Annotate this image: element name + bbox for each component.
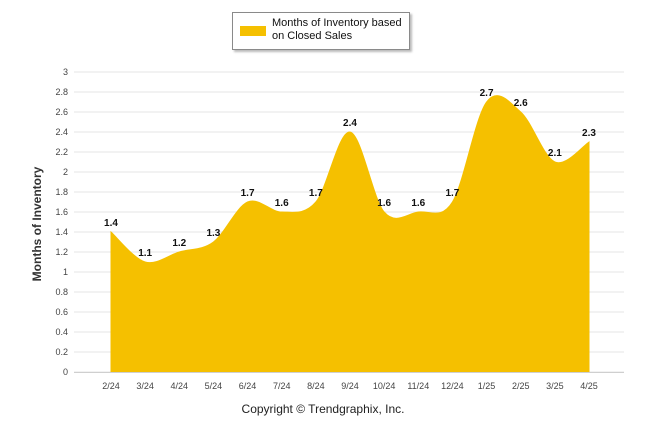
x-tick-label: 5/24: [205, 381, 223, 391]
data-label: 2.6: [514, 98, 528, 109]
y-tick-label: 0.4: [55, 327, 68, 337]
y-tick-label: 0.6: [55, 307, 68, 317]
y-tick-label: 1.8: [55, 187, 68, 197]
y-tick-label: 0: [63, 367, 68, 377]
data-label: 2.3: [582, 128, 596, 139]
x-tick-label: 2/24: [102, 381, 120, 391]
y-tick-label: 1: [63, 267, 68, 277]
data-labels: 1.4 1.1 1.2 1.3 1.7 1.6 1.7 2.4 1.6 1.6 1.7 2.7 2.6 2…: [104, 88, 596, 259]
y-tick-label: 0.8: [55, 287, 68, 297]
x-tick-label: 6/24: [239, 381, 257, 391]
data-label: 2.4: [343, 118, 357, 129]
data-label: 1.3: [206, 228, 220, 239]
legend-label: Months of Inventory based on Closed Sale…: [272, 17, 402, 42]
data-label: 1.6: [411, 198, 425, 209]
x-tick-label: 10/24: [373, 381, 396, 391]
data-label: 1.7: [309, 188, 323, 199]
chart-legend: Months of Inventory based on Closed Sale…: [232, 12, 410, 50]
y-tick-label: 2.4: [55, 127, 68, 137]
y-tick-label: 1.2: [55, 247, 68, 257]
data-label: 2.7: [480, 88, 494, 99]
x-tick-label: 8/24: [307, 381, 325, 391]
x-tick-label: 11/24: [407, 381, 429, 391]
y-tick-label: 2.2: [55, 147, 68, 157]
copyright-text: Copyright © Trendgraphix, Inc.: [241, 402, 405, 416]
data-label: 1.7: [241, 188, 255, 199]
x-tick-label: 3/24: [136, 381, 154, 391]
x-tick-label: 3/25: [546, 381, 564, 391]
y-tick-label: 2.6: [55, 107, 68, 117]
data-label: 1.7: [445, 188, 459, 199]
data-label: 1.1: [138, 248, 152, 259]
x-tick-label: 7/24: [273, 381, 291, 391]
x-tick-labels: 2/24 3/24 4/24 5/24 6/24 7/24 8/24 9/24 10/24 11/…: [102, 381, 598, 391]
y-tick-label: 3: [63, 67, 68, 77]
y-tick-label: 1.4: [55, 227, 68, 237]
x-tick-label: 4/25: [580, 381, 598, 391]
data-label: 1.6: [377, 198, 391, 209]
y-tick-label: 2: [63, 167, 68, 177]
x-tick-label: 12/24: [441, 381, 464, 391]
x-tick-label: 2/25: [512, 381, 530, 391]
data-label: 1.2: [172, 238, 186, 249]
data-label: 1.4: [104, 218, 118, 229]
y-tick-label: 2.8: [55, 87, 68, 97]
y-tick-labels: 0 0.2 0.4 0.6 0.8 1 1.2 1.4 1.6 1.8 2 2.2 2.4 2.6 2.8 3: [55, 67, 68, 377]
data-label: 1.6: [275, 198, 289, 209]
inventory-area: [110, 95, 590, 373]
legend-swatch: [240, 26, 266, 36]
data-label: 2.1: [548, 148, 562, 159]
x-tick-label: 9/24: [341, 381, 359, 391]
x-tick-label: 1/25: [478, 381, 496, 391]
x-tick-label: 4/24: [171, 381, 189, 391]
y-tick-label: 1.6: [55, 207, 68, 217]
y-tick-label: 0.2: [55, 347, 68, 357]
